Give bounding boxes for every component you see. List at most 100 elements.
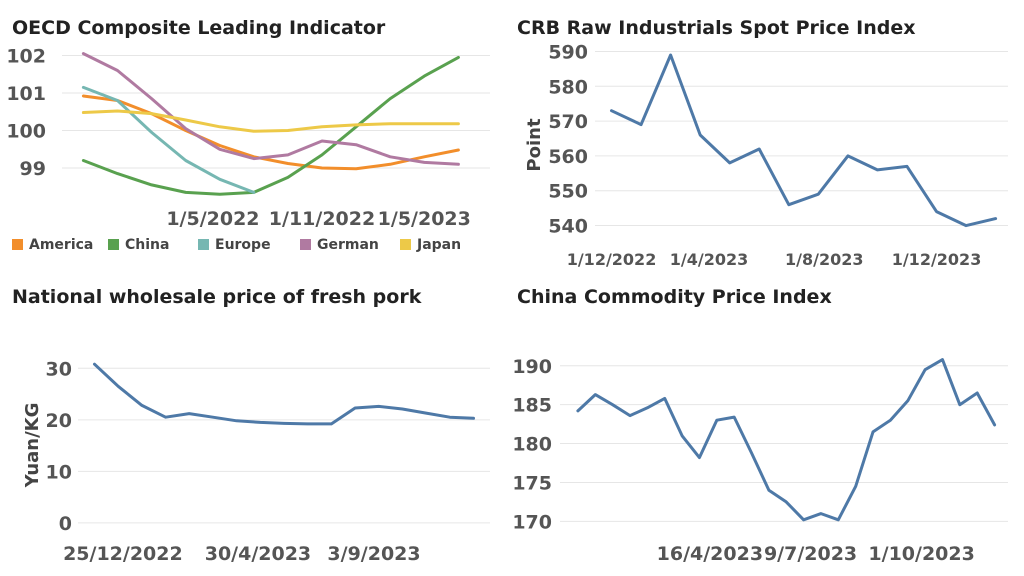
chart-title: CRB Raw Industrials Spot Price Index [517,17,916,39]
legend-swatch-america [12,239,23,250]
data-point [82,52,85,55]
data-point [965,224,967,227]
data-point [817,193,820,195]
data-point [116,172,119,175]
data-point [287,154,289,156]
data-point [750,452,753,454]
data-point [253,130,255,132]
y-tick-label: 99 [20,158,46,180]
data-point [646,407,649,409]
legend-label-japan: Japan [416,237,461,253]
data-point [663,397,666,400]
data-point [253,191,255,194]
series-line-japan [81,109,460,133]
data-point [577,410,579,412]
series-line-1 [576,358,997,522]
data-point [355,167,357,170]
legend-swatch-europe [198,239,209,250]
data-point [872,431,874,433]
chart-panel-3: National wholesale price of fresh pork 0 1… [12,286,490,565]
data-point [924,368,926,371]
data-point [837,519,840,521]
y-tick-label: 580 [548,76,588,98]
data-point [768,489,770,492]
data-point [423,122,426,125]
data-point [219,193,221,196]
series-line-america [81,94,460,171]
chart-title: China Commodity Price Index [517,286,832,308]
y-tick-label: 100 [6,121,46,143]
data-point [141,404,143,407]
data-point [594,393,597,396]
y-tick-label: 185 [512,395,552,417]
legend-swatch-china [108,239,119,250]
data-point [235,420,238,422]
x-tick-label: 1/5/2022 [166,208,259,230]
y-tick-label: 170 [512,511,552,533]
data-point [423,161,426,164]
x-tick-label: 1/12/2023 [892,250,982,269]
y-tick-label: 540 [548,216,588,238]
data-point [472,417,475,420]
data-point [389,163,392,166]
x-tick-label: 9/7/2023 [764,543,857,565]
data-point [219,126,221,128]
series-line-china [81,55,460,196]
chart-panel-2: CRB Raw Industrials Spot Price Index 540 5… [517,17,1008,269]
data-point [907,400,909,402]
data-point [457,56,460,59]
data-point [321,154,323,156]
legend-label-europe: Europe [215,237,271,253]
data-point [378,405,380,408]
data-point [698,456,701,459]
series-line-1 [610,53,998,228]
data-point [188,412,190,415]
data-point [287,162,289,165]
data-point [457,122,460,125]
data-point [401,408,404,410]
data-point [82,95,85,97]
x-tick-label: 3/9/2023 [327,543,420,565]
data-point [423,156,426,158]
y-tick-label: 175 [512,472,552,494]
chart-panel-1: OECD Composite Leading Indicator 99 100 101… [6,17,490,253]
data-point [889,419,892,422]
data-point [93,363,96,366]
data-point [259,421,262,424]
x-tick-label: 16/4/2023 [657,543,763,565]
data-point [82,111,85,114]
data-point [994,217,997,220]
legend-label-german: German [317,237,379,253]
data-point [212,416,214,419]
data-point [728,162,731,164]
data-point [184,119,187,121]
data-point [423,75,426,77]
data-point [150,112,153,115]
data-point [354,407,356,409]
data-point [219,178,221,181]
data-point [425,412,427,414]
data-point [785,501,787,503]
data-point [876,169,879,171]
y-tick-label: 30 [46,358,72,380]
data-point [150,184,153,186]
data-point [959,403,961,406]
y-tick-label: 0 [59,513,72,535]
x-tick-label: 1/5/2023 [378,208,471,230]
x-tick-label: 30/4/2023 [205,543,311,565]
data-point [184,127,187,130]
y-tick-label: 20 [46,410,72,432]
data-point [640,123,642,126]
data-point [116,69,119,72]
legend-label-china: China [125,237,169,253]
y-tick-label: 102 [6,46,46,68]
data-point [820,512,822,515]
series-line-europe [81,85,256,194]
chart-title: OECD Composite Leading Indicator [12,17,386,39]
legend-swatch-german [300,239,311,250]
data-point [457,163,460,166]
x-tick-label: 1/4/2023 [670,250,748,269]
data-point [150,97,153,100]
data-point [681,435,683,437]
